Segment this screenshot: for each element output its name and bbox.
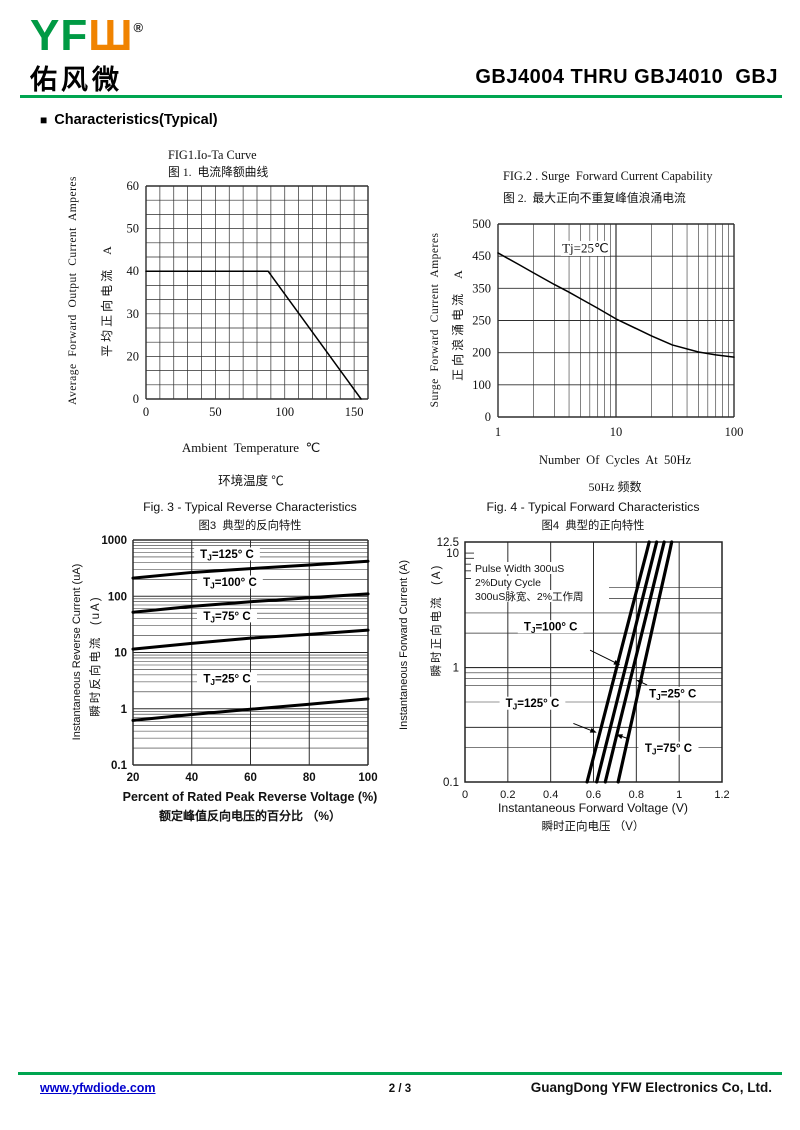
fig2-title-cn: 图 2. 最大正向不重复峰值浪涌电流 (503, 191, 686, 205)
svg-text:0: 0 (133, 392, 139, 406)
fig3-y-axis-label-en: Instantaneous Reverse Current (uA) (71, 563, 83, 741)
svg-text:0.8: 0.8 (629, 789, 644, 801)
svg-text:TJ=100° C: TJ=100° C (203, 577, 257, 591)
svg-text:20: 20 (127, 349, 140, 363)
svg-text:TJ=75° C: TJ=75° C (203, 611, 250, 625)
header-divider (20, 95, 782, 98)
svg-text:1.2: 1.2 (714, 789, 729, 801)
svg-text:60: 60 (244, 772, 257, 784)
fig4-plot: 12.510 1 0.10 0.2 0.4 0.6 0.8 1 1.2 Pulse Width 3… (437, 537, 730, 801)
fig2-y-axis-label-en: Surge Forward Current Amperes (429, 232, 441, 408)
fig3-x-axis-label-cn: 额定峰值反向电压的百分比 （%） (158, 809, 341, 823)
footer-divider (18, 1072, 782, 1075)
logo-mark: YFШ® (30, 8, 145, 58)
svg-text:0.4: 0.4 (543, 789, 558, 801)
logo-chinese-name: 佑风微 (30, 65, 123, 95)
svg-text:40: 40 (185, 772, 198, 784)
svg-text:0: 0 (485, 410, 491, 424)
svg-text:200: 200 (472, 346, 491, 360)
svg-text:20: 20 (127, 772, 140, 784)
svg-text:1: 1 (121, 704, 128, 716)
svg-text:1: 1 (676, 789, 682, 801)
fig2-x-axis-label-en: Number Of Cycles At 50Hz (538, 453, 692, 467)
svg-text:50: 50 (209, 405, 222, 419)
svg-text:10: 10 (610, 425, 623, 439)
svg-text:100: 100 (108, 591, 127, 603)
figure-3-reverse-characteristics: Fig. 3 - Typical Reverse Characteristics… (40, 498, 410, 833)
svg-text:10: 10 (114, 648, 127, 660)
figure-1-io-ta-curve: FIG1.Io-Ta Curve 图 1. 电流降额曲线 Average For… (40, 145, 400, 495)
svg-text:100: 100 (358, 772, 377, 784)
logo-yf-text: YF (30, 11, 89, 60)
svg-text:1: 1 (495, 425, 501, 439)
svg-text:TJ=25° C: TJ=25° C (203, 674, 250, 688)
svg-text:100: 100 (472, 378, 491, 392)
fig1-y-axis-label-en: Average Forward Output Current Amperes (67, 175, 79, 405)
fig1-title-en: FIG1.Io-Ta Curve (168, 148, 257, 162)
svg-text:100: 100 (725, 425, 744, 439)
svg-text:TJ=125° C: TJ=125° C (506, 698, 560, 712)
fig1-x-axis-label-cn: 环境温度 ℃ (218, 474, 284, 488)
fig3-title-cn: 图3 典型的反向特性 (198, 520, 302, 532)
svg-text:TJ=25° C: TJ=25° C (649, 688, 696, 702)
svg-text:TJ=125° C: TJ=125° C (200, 549, 254, 563)
svg-text:0.1: 0.1 (111, 760, 128, 772)
fig1-y-axis-label-cn: 平均正向电流 A (100, 243, 114, 357)
fig1-x-axis-label-en: Ambient Temperature ℃ (181, 440, 321, 455)
svg-text:0.6: 0.6 (586, 789, 601, 801)
svg-text:1: 1 (453, 663, 459, 675)
svg-text:0: 0 (462, 789, 468, 801)
svg-text:TJ=100° C: TJ=100° C (524, 622, 578, 636)
company-name: GuangDong YFW Electronics Co, Ltd. (530, 1080, 772, 1095)
square-bullet-icon: ■ (40, 113, 48, 127)
fig2-x-axis-label-cn: 50Hz 频数 (588, 480, 642, 494)
fig4-title-cn: 图4 典型的正向特性 (541, 520, 645, 532)
svg-text:100: 100 (275, 405, 294, 419)
svg-text:150: 150 (345, 405, 364, 419)
page-number: 2 / 3 (388, 1083, 412, 1095)
svg-text:0: 0 (143, 405, 149, 419)
page-title: GBJ4004 THRU GBJ4010 GBJ (475, 66, 778, 88)
svg-text:300uS脉宽、2%工作周: 300uS脉宽、2%工作周 (475, 590, 584, 603)
svg-text:30: 30 (127, 307, 140, 321)
section-heading: ■ Characteristics(Typical) (40, 112, 218, 128)
svg-text:450: 450 (472, 249, 491, 263)
svg-text:0.2: 0.2 (500, 789, 515, 801)
svg-text:Pulse Width 300uS: Pulse Width 300uS (475, 563, 564, 575)
website-link[interactable]: www.yfwdiode.com (40, 1081, 156, 1095)
figure-4-forward-characteristics: Fig. 4 - Typical Forward Characteristics… (398, 498, 792, 843)
fig2-plot: 500 450 350 250 200 100 01 10 100 Tj=25℃ (472, 217, 744, 439)
svg-text:TJ=75° C: TJ=75° C (645, 743, 692, 757)
section-heading-label: Characteristics(Typical) (54, 112, 218, 128)
figure-2-surge-current: FIG.2 . Surge Forward Current Capability… (420, 165, 792, 510)
fig4-x-axis-label-en: Instantaneous Forward Voltage (V) (497, 801, 689, 815)
fig4-y-axis-label-en: Instantaneous Forward Current (A) (398, 560, 410, 730)
fig3-title-en: Fig. 3 - Typical Reverse Characteristics (143, 500, 357, 514)
svg-text:10: 10 (446, 548, 459, 560)
fig4-title-en: Fig. 4 - Typical Forward Characteristics (486, 500, 700, 514)
svg-text:1000: 1000 (101, 535, 127, 547)
svg-text:250: 250 (472, 314, 491, 328)
fig1-title-cn: 图 1. 电流降额曲线 (168, 165, 269, 179)
svg-text:2%Duty Cycle: 2%Duty Cycle (475, 577, 541, 589)
svg-text:12.5: 12.5 (437, 537, 459, 549)
svg-text:60: 60 (127, 179, 140, 193)
svg-text:0.1: 0.1 (443, 777, 459, 789)
company-logo: YFШ® 佑风微 (30, 8, 144, 97)
svg-text:40: 40 (127, 264, 140, 278)
fig3-plot: 1000 100 10 1 0.120 40 60 80 100 TJ=125° C TJ=100°… (101, 535, 377, 784)
svg-text:80: 80 (303, 772, 316, 784)
fig2-title-en: FIG.2 . Surge Forward Current Capability (503, 169, 713, 183)
svg-text:Tj=25℃: Tj=25℃ (562, 240, 608, 255)
registered-trademark-icon: ® (133, 20, 145, 35)
fig1-plot: 60 50 40 30 20 00 50 100 150 (127, 179, 369, 419)
fig3-x-axis-label-en: Percent of Rated Peak Reverse Voltage (%… (122, 790, 378, 804)
logo-w-glyph: Ш (88, 11, 134, 60)
fig4-x-axis-label-cn: 瞬时正向电压 （V） (541, 821, 645, 833)
svg-text:50: 50 (127, 222, 140, 236)
svg-text:500: 500 (472, 217, 491, 231)
svg-text:350: 350 (472, 281, 491, 295)
